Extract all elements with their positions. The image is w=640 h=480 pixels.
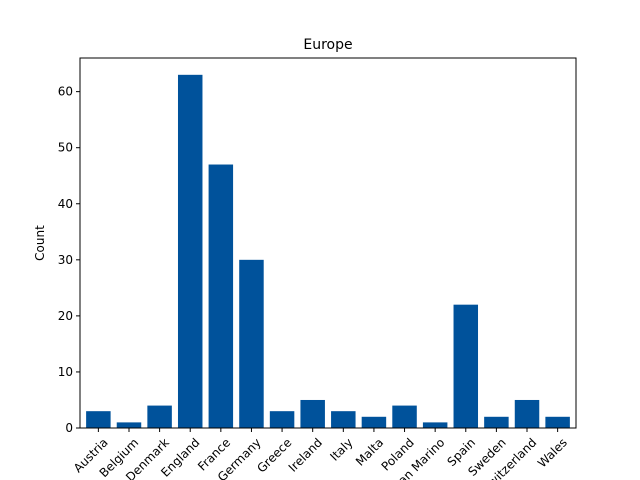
bar-greece (269, 411, 295, 428)
bars-group (86, 74, 570, 428)
bar-san-marino (422, 422, 448, 428)
chart-title: Europe (303, 37, 352, 53)
y-tick-label: 60 (58, 85, 73, 99)
bar-switzerland (514, 399, 540, 428)
bar-italy (331, 411, 356, 428)
bar-germany (239, 259, 264, 428)
plot-frame (79, 57, 577, 429)
y-tick-label: 40 (58, 197, 73, 211)
bar-spain (453, 304, 479, 428)
bar-england (177, 74, 203, 428)
bar-ireland (300, 399, 325, 428)
bar-wales (545, 416, 570, 428)
y-tick-label: 20 (58, 309, 73, 323)
bar-sweden (484, 416, 509, 428)
y-axis-label: Count (33, 225, 47, 261)
bar-france (208, 164, 234, 428)
y-tick-label: 30 (58, 253, 73, 267)
y-axis-ticks: 0 10 20 30 40 50 60 (58, 85, 80, 435)
bar-denmark (147, 405, 172, 428)
y-tick-label: 50 (58, 141, 73, 155)
bar-austria (86, 411, 111, 428)
bar-malta (361, 416, 387, 428)
y-tick-label: 0 (65, 421, 73, 435)
y-tick-label: 10 (58, 365, 73, 379)
bar-poland (392, 405, 417, 428)
bar-belgium (116, 422, 142, 428)
